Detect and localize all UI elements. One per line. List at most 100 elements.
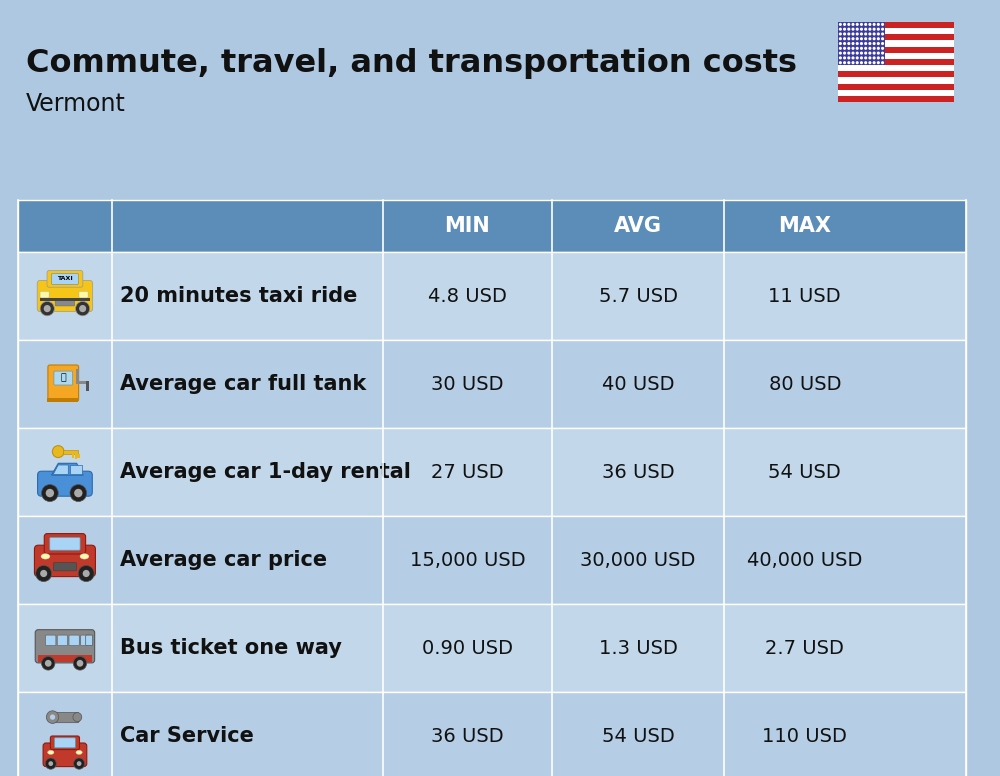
Bar: [838, 90, 954, 96]
Circle shape: [861, 33, 862, 35]
Circle shape: [882, 28, 883, 30]
Bar: [18, 200, 966, 252]
Bar: [838, 84, 954, 90]
Circle shape: [882, 52, 883, 54]
Circle shape: [861, 38, 862, 40]
Circle shape: [852, 23, 854, 26]
FancyBboxPatch shape: [69, 635, 79, 646]
Circle shape: [869, 47, 871, 49]
Bar: [38, 655, 92, 662]
Text: 40,000 USD: 40,000 USD: [747, 550, 862, 570]
Bar: [838, 28, 954, 34]
Text: 30 USD: 30 USD: [431, 375, 504, 393]
Text: TAXI: TAXI: [57, 275, 73, 280]
Bar: [18, 516, 966, 604]
Circle shape: [882, 47, 883, 49]
FancyBboxPatch shape: [52, 273, 78, 284]
Circle shape: [882, 57, 883, 59]
Polygon shape: [52, 463, 83, 475]
Circle shape: [45, 758, 56, 769]
Circle shape: [878, 62, 879, 64]
Circle shape: [878, 23, 879, 26]
Circle shape: [840, 47, 841, 49]
Polygon shape: [53, 465, 68, 474]
Circle shape: [844, 62, 845, 64]
Circle shape: [865, 38, 867, 40]
Circle shape: [42, 656, 55, 670]
Circle shape: [865, 47, 867, 49]
Circle shape: [840, 57, 841, 59]
FancyBboxPatch shape: [44, 534, 86, 554]
Circle shape: [869, 57, 871, 59]
Circle shape: [74, 489, 82, 497]
Circle shape: [878, 57, 879, 59]
Circle shape: [852, 33, 854, 35]
Circle shape: [76, 301, 90, 316]
Circle shape: [873, 43, 875, 44]
Circle shape: [856, 23, 858, 26]
Bar: [838, 96, 954, 102]
Bar: [838, 59, 954, 65]
Circle shape: [869, 52, 871, 54]
Bar: [76, 369, 79, 383]
Circle shape: [840, 43, 841, 44]
Circle shape: [865, 23, 867, 26]
Circle shape: [882, 33, 883, 35]
Circle shape: [856, 47, 858, 49]
Circle shape: [79, 305, 86, 312]
Text: Car Service: Car Service: [120, 726, 254, 746]
Circle shape: [848, 57, 850, 59]
Circle shape: [848, 47, 850, 49]
Bar: [18, 692, 966, 776]
Circle shape: [878, 28, 879, 30]
Circle shape: [848, 33, 850, 35]
Text: 54 USD: 54 USD: [768, 462, 841, 481]
Circle shape: [844, 52, 845, 54]
Bar: [63, 450, 78, 454]
FancyBboxPatch shape: [46, 635, 56, 646]
Bar: [77, 454, 80, 458]
Circle shape: [861, 28, 862, 30]
FancyBboxPatch shape: [50, 538, 80, 550]
Bar: [18, 340, 966, 428]
Circle shape: [46, 711, 59, 723]
Bar: [838, 65, 954, 71]
Text: 15,000 USD: 15,000 USD: [410, 550, 525, 570]
Circle shape: [852, 38, 854, 40]
Circle shape: [865, 62, 867, 64]
Circle shape: [869, 43, 871, 44]
FancyBboxPatch shape: [35, 629, 95, 663]
FancyBboxPatch shape: [55, 300, 75, 306]
Bar: [47, 398, 78, 402]
Bar: [18, 428, 966, 516]
Circle shape: [852, 28, 854, 30]
Circle shape: [840, 28, 841, 30]
Circle shape: [52, 445, 64, 458]
Text: Bus ticket one way: Bus ticket one way: [120, 638, 342, 658]
Circle shape: [856, 38, 858, 40]
Circle shape: [44, 305, 51, 312]
Bar: [18, 604, 966, 692]
Circle shape: [840, 52, 841, 54]
Circle shape: [77, 660, 83, 667]
Bar: [838, 71, 954, 78]
Text: 11 USD: 11 USD: [768, 286, 841, 306]
Text: Average car price: Average car price: [120, 550, 327, 570]
Circle shape: [844, 57, 845, 59]
Text: Commute, travel, and transportation costs: Commute, travel, and transportation cost…: [26, 48, 797, 79]
Circle shape: [873, 57, 875, 59]
Circle shape: [873, 38, 875, 40]
Ellipse shape: [80, 554, 89, 559]
Circle shape: [852, 62, 854, 64]
FancyBboxPatch shape: [43, 743, 87, 767]
Ellipse shape: [76, 750, 82, 754]
Text: 5.7 USD: 5.7 USD: [599, 286, 678, 306]
Circle shape: [852, 47, 854, 49]
Circle shape: [873, 52, 875, 54]
Circle shape: [856, 43, 858, 44]
Text: 4.8 USD: 4.8 USD: [428, 286, 507, 306]
Text: 36 USD: 36 USD: [431, 726, 504, 746]
Circle shape: [848, 43, 850, 44]
Circle shape: [77, 761, 81, 766]
Circle shape: [869, 23, 871, 26]
